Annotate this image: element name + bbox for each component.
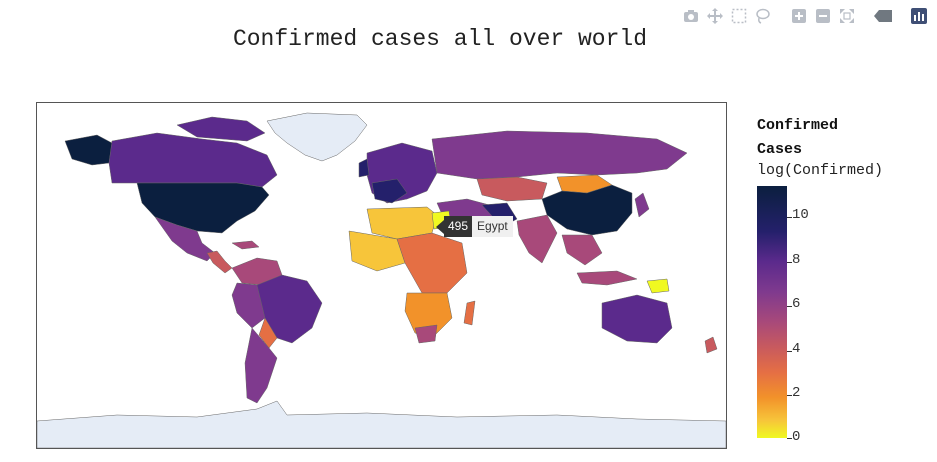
indonesia <box>576 270 638 286</box>
zoom-in-icon[interactable] <box>789 6 809 26</box>
modebar <box>681 6 929 26</box>
madagascar <box>463 300 476 326</box>
colorbar <box>757 186 787 438</box>
usa <box>136 182 270 234</box>
caribbean <box>231 240 260 250</box>
lasso-icon[interactable] <box>753 6 773 26</box>
argentina <box>244 327 278 404</box>
japan <box>634 192 650 218</box>
world-map[interactable] <box>36 102 727 449</box>
central-america <box>206 250 233 274</box>
box-select-icon[interactable] <box>729 6 749 26</box>
hover-tooltip: 495 Egypt <box>436 216 513 237</box>
reset-icon[interactable] <box>837 6 857 26</box>
colorbar-tick: 6 <box>792 296 801 312</box>
colorbar-subtitle: log(Confirmed) <box>757 162 884 179</box>
new-zealand <box>704 336 718 354</box>
colorbar-tickmark <box>787 395 792 396</box>
uk <box>358 158 370 178</box>
colorbar-tick: 0 <box>792 429 801 445</box>
papua-new-guinea <box>646 278 670 294</box>
kazakhstan <box>476 176 548 202</box>
russia <box>431 130 688 180</box>
se-asia <box>561 234 603 266</box>
hover-icon[interactable] <box>873 6 893 26</box>
colorbar-tickmark <box>787 306 792 307</box>
central-africa <box>396 232 468 294</box>
greenland <box>266 112 368 162</box>
alaska <box>64 134 113 166</box>
colorbar-tick: 2 <box>792 385 801 401</box>
canada-islands <box>176 116 266 142</box>
colorbar-title: Confirmed Cases <box>757 114 838 162</box>
western-europe <box>371 178 408 204</box>
canada <box>108 132 278 188</box>
tooltip-country: Egypt <box>472 216 513 237</box>
australia <box>601 294 673 344</box>
colorbar-tickmark <box>787 262 792 263</box>
camera-icon[interactable] <box>681 6 701 26</box>
zoom-out-icon[interactable] <box>813 6 833 26</box>
colorbar-tick: 4 <box>792 341 801 357</box>
colorbar-title-line2: Cases <box>757 141 803 158</box>
colorbar-title-line1: Confirmed <box>757 117 839 134</box>
antarctica <box>37 400 726 448</box>
colorbar-tickmark <box>787 438 792 439</box>
tooltip-value: 495 <box>444 216 473 237</box>
colorbar-tick: 8 <box>792 252 801 268</box>
india <box>516 214 558 264</box>
south-africa <box>414 324 438 344</box>
tooltip-arrow <box>436 219 444 234</box>
colorbar-tickmark <box>787 351 792 352</box>
china <box>541 184 633 236</box>
pan-icon[interactable] <box>705 6 725 26</box>
colorbar-tickmark <box>787 217 792 218</box>
chart-title: Confirmed cases all over world <box>232 26 648 52</box>
colorbar-tick: 10 <box>792 207 809 223</box>
plotly-logo-icon[interactable] <box>909 6 929 26</box>
west-africa <box>348 230 406 272</box>
